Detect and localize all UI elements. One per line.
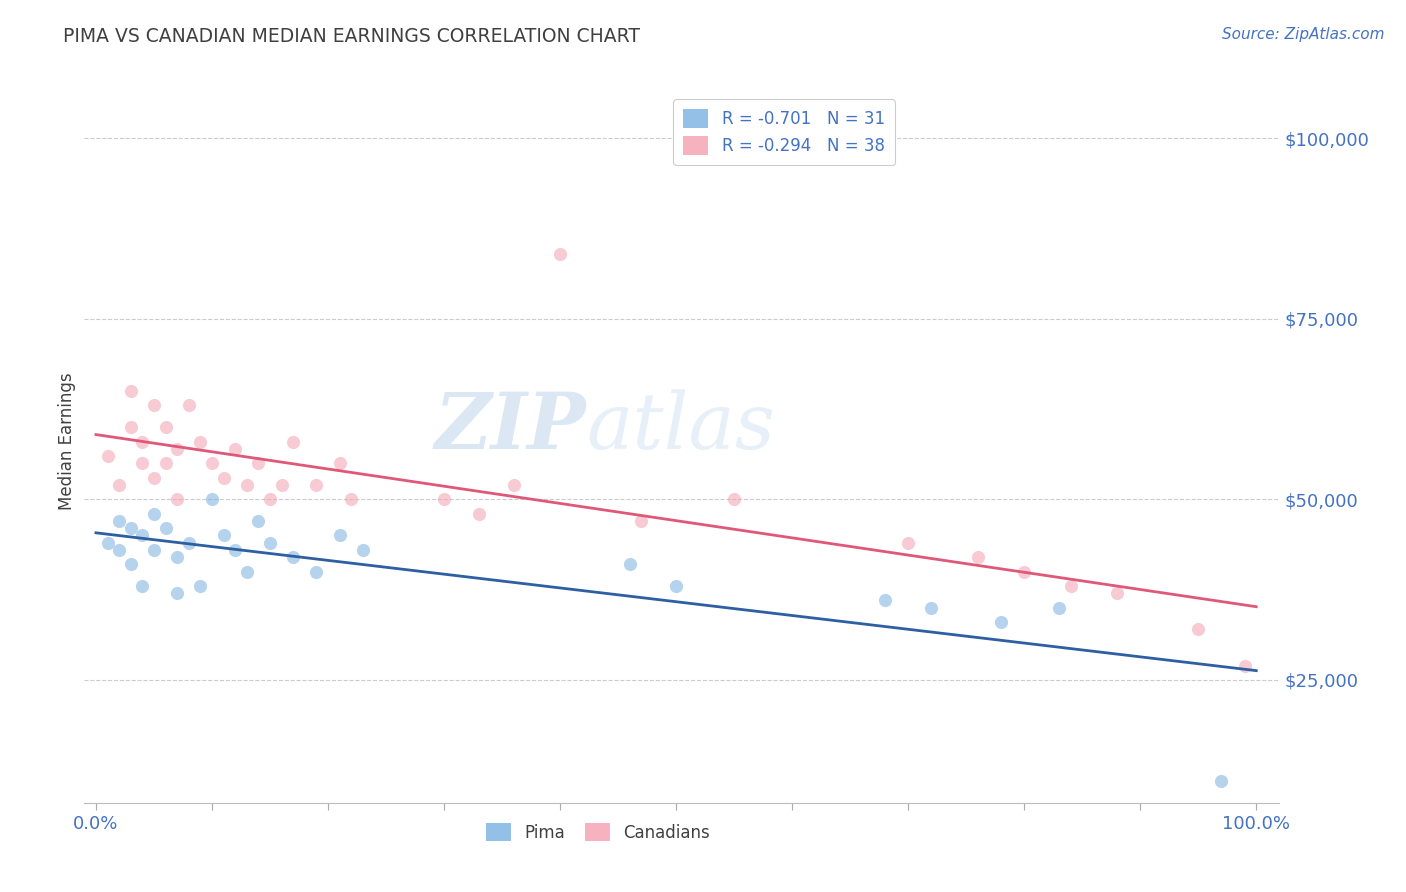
Point (352, 542, 374, 557)
Point (966, 550, 988, 565)
Text: PIMA VS CANADIAN MEDIAN EARNINGS CORRELATION CHART: PIMA VS CANADIAN MEDIAN EARNINGS CORRELA… (63, 27, 640, 45)
Point (270, 478, 292, 492)
Point (259, 535, 281, 549)
Text: Source: ZipAtlas.com: Source: ZipAtlas.com (1222, 27, 1385, 42)
Point (143, 470, 166, 484)
Point (190, 579, 212, 593)
Point (329, 528, 352, 542)
Point (108, 514, 131, 528)
Point (433, 492, 456, 507)
Point (120, 384, 142, 398)
Point (283, 550, 305, 565)
Point (873, 593, 896, 607)
Point (259, 492, 281, 507)
Point (143, 398, 166, 412)
Point (1233, 658, 1256, 673)
Point (723, 492, 745, 507)
Point (630, 514, 652, 528)
Point (329, 456, 352, 470)
Point (305, 565, 328, 579)
Point (177, 535, 200, 549)
Point (1187, 623, 1209, 637)
Point (224, 542, 246, 557)
Point (305, 478, 328, 492)
Point (920, 600, 942, 615)
Point (131, 579, 153, 593)
Legend: Pima, Canadians: Pima, Canadians (479, 817, 717, 848)
Point (108, 542, 131, 557)
Point (468, 507, 491, 521)
Point (120, 420, 142, 434)
Point (1059, 579, 1081, 593)
Point (1211, 774, 1233, 789)
Y-axis label: Median Earnings: Median Earnings (58, 373, 76, 510)
Point (190, 434, 212, 449)
Point (1105, 586, 1128, 600)
Point (166, 586, 188, 600)
Point (236, 565, 259, 579)
Point (177, 398, 200, 412)
Point (131, 456, 153, 470)
Point (155, 521, 177, 535)
Point (1012, 565, 1035, 579)
Point (97, 449, 120, 463)
Point (502, 478, 524, 492)
Point (120, 558, 142, 572)
Point (1047, 600, 1070, 615)
Point (108, 478, 131, 492)
Point (236, 478, 259, 492)
Point (224, 442, 246, 456)
Point (166, 442, 188, 456)
Point (201, 492, 224, 507)
Point (131, 434, 153, 449)
Point (201, 456, 224, 470)
Point (143, 542, 166, 557)
Point (247, 514, 270, 528)
Point (120, 521, 142, 535)
Text: atlas: atlas (586, 389, 775, 466)
Point (166, 492, 188, 507)
Point (155, 456, 177, 470)
Point (143, 507, 166, 521)
Text: ZIP: ZIP (434, 389, 586, 466)
Point (283, 434, 305, 449)
Point (155, 420, 177, 434)
Point (665, 579, 688, 593)
Point (166, 550, 188, 565)
Point (548, 246, 571, 260)
Point (212, 470, 235, 484)
Point (97, 535, 120, 549)
Point (619, 558, 641, 572)
Point (990, 615, 1012, 630)
Point (897, 535, 920, 549)
Point (340, 492, 363, 507)
Point (131, 528, 153, 542)
Point (212, 528, 235, 542)
Point (247, 456, 270, 470)
